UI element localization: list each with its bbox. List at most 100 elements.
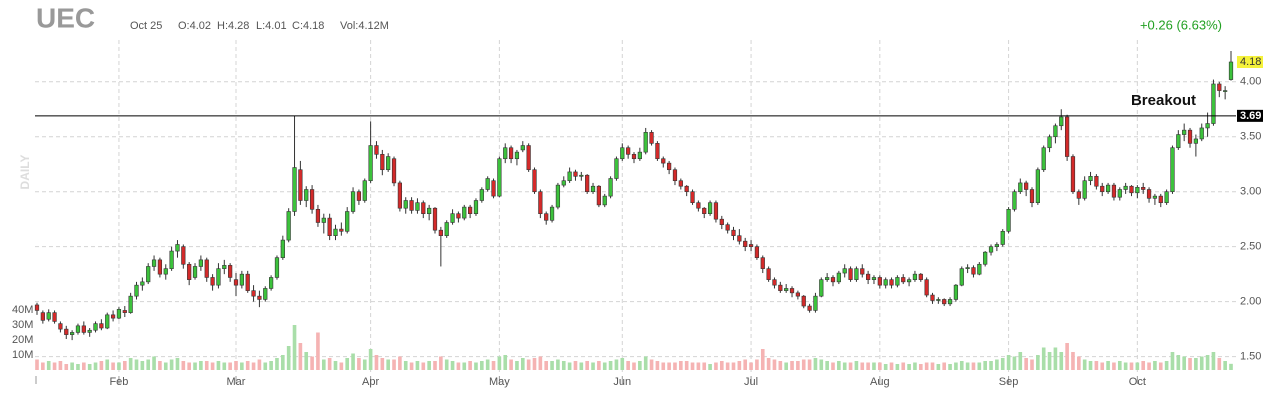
last-price-label: 4.18 xyxy=(1240,56,1261,68)
candle-body xyxy=(514,151,520,160)
volume-bar xyxy=(199,361,203,370)
quote-date: Oct 25 xyxy=(130,20,162,32)
candle-body xyxy=(942,299,947,305)
volume-bar xyxy=(1106,361,1110,370)
candle-body xyxy=(175,244,180,252)
volume-bar xyxy=(918,364,923,370)
volume-bar xyxy=(719,361,724,370)
candle-body xyxy=(971,267,976,275)
volume-bar xyxy=(52,362,57,370)
candle-body xyxy=(906,279,912,283)
candle-body xyxy=(1176,134,1181,149)
candle-body xyxy=(450,213,455,223)
volume-bar xyxy=(117,362,121,370)
volume-bar xyxy=(597,361,601,370)
candle-body xyxy=(315,208,321,223)
volume-bar xyxy=(1205,355,1210,370)
volume-bar xyxy=(398,356,402,370)
volume-bar xyxy=(1094,361,1099,370)
candle-body xyxy=(1217,83,1222,91)
volume-bar xyxy=(614,359,619,370)
candle-body xyxy=(479,189,484,201)
candle-body xyxy=(432,207,438,231)
volume-bar xyxy=(140,361,145,370)
volume-bar xyxy=(292,325,297,370)
volume-bar xyxy=(638,361,642,370)
quote-high: H:4.28 xyxy=(217,20,249,32)
volume-bar xyxy=(134,359,139,370)
volume-bar xyxy=(93,362,98,370)
volume-bar xyxy=(801,359,806,370)
candle-body xyxy=(936,299,941,301)
y-tick-label: 4.00 xyxy=(1240,76,1261,88)
candle-body xyxy=(877,277,882,286)
candle-body xyxy=(801,295,806,307)
volume-bar xyxy=(760,349,765,370)
candle-body xyxy=(169,250,174,269)
candle-body xyxy=(292,167,297,212)
volume-bar xyxy=(643,356,648,370)
volume-bar xyxy=(427,361,431,370)
volume-bar xyxy=(819,359,824,370)
candle-body xyxy=(667,162,672,171)
candle-body xyxy=(1000,230,1005,245)
candle-body xyxy=(245,273,250,291)
volume-bar xyxy=(977,362,982,370)
candle-body xyxy=(210,277,215,286)
volume-bar xyxy=(204,361,209,370)
candle-body xyxy=(813,295,818,311)
volume-bar xyxy=(602,362,607,370)
grid xyxy=(35,40,1236,372)
candle-body xyxy=(1228,61,1234,80)
candle-body xyxy=(497,158,502,197)
candle-body xyxy=(567,171,572,182)
candle-body xyxy=(269,277,274,289)
volume-bar xyxy=(965,362,970,370)
volume-bar xyxy=(240,362,244,370)
volume-bar xyxy=(702,362,707,370)
volume-bar xyxy=(567,362,572,370)
volume-bar xyxy=(1088,361,1093,370)
candle-body xyxy=(99,323,104,329)
volume-bar xyxy=(1141,361,1146,370)
volume-bar xyxy=(556,359,560,370)
candle-body xyxy=(134,284,139,297)
volume-bar xyxy=(82,362,86,370)
candle-body xyxy=(462,206,467,219)
candle-body xyxy=(1076,191,1081,199)
volume-bar xyxy=(1030,359,1034,370)
breakout-price-label: 3.69 xyxy=(1240,110,1261,122)
volume-bar xyxy=(421,362,426,370)
candle-body xyxy=(128,295,133,313)
candle-body xyxy=(257,295,262,300)
candle-body xyxy=(848,268,853,280)
y-tick-label: 2.00 xyxy=(1240,296,1261,308)
volume-bar xyxy=(737,361,742,370)
candle-body xyxy=(819,279,824,297)
volume-bar xyxy=(175,358,180,370)
volume-bar xyxy=(1059,352,1064,370)
volume-bar xyxy=(1129,362,1134,370)
label-layer: 1.50 2.00 2.50 3.00 3.50 4.00 Feb Mar Apr May Jun J… xyxy=(12,56,1263,388)
candle-body xyxy=(1094,176,1099,187)
candle-body xyxy=(924,279,929,296)
volume-bar xyxy=(889,362,894,370)
volume-bar xyxy=(35,359,39,370)
candle-body xyxy=(321,217,326,223)
candle-body xyxy=(427,207,432,214)
volume-bar xyxy=(386,359,390,370)
volume-bar xyxy=(158,361,162,370)
volume-bar xyxy=(1176,355,1181,370)
volume-bar xyxy=(842,362,847,370)
candle-body xyxy=(421,202,426,214)
candle-body xyxy=(690,191,695,204)
candle-body xyxy=(1223,90,1228,92)
volume-bar xyxy=(210,362,215,370)
volume-bar xyxy=(690,362,695,370)
volume-bar xyxy=(76,364,80,370)
volume-bar xyxy=(831,362,835,370)
volume-bar xyxy=(1158,362,1163,370)
volume-bar xyxy=(468,361,472,370)
quote-volume: Vol:4.12M xyxy=(340,20,389,32)
y-tick-label: 3.00 xyxy=(1240,186,1261,198)
